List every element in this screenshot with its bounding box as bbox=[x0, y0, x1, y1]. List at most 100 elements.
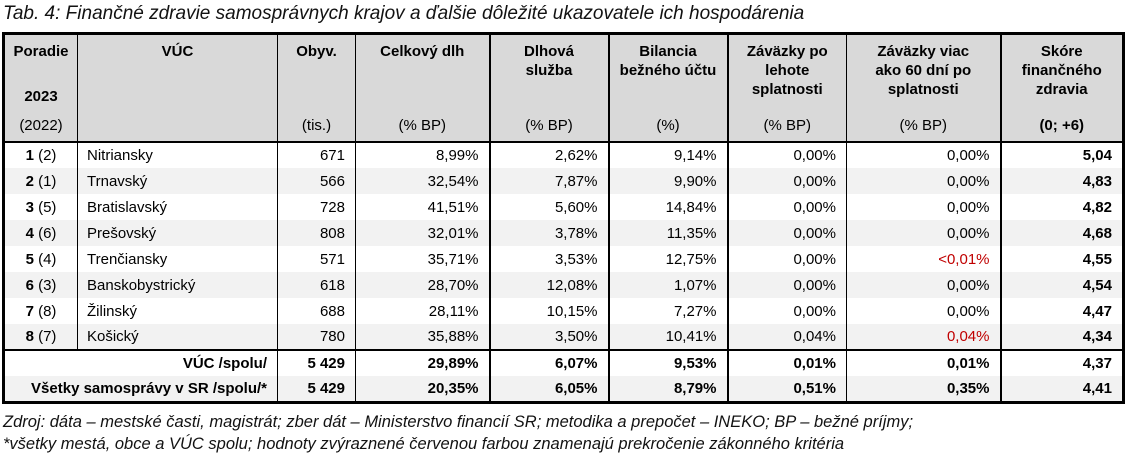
summary-celkovy-dlh: 20,35% bbox=[355, 376, 490, 402]
cell-bilancia: 1,07% bbox=[607, 272, 728, 298]
source-note-line2: *všetky mestá, obce a VÚC spolu; hodnoty… bbox=[3, 434, 845, 453]
cell-dlhova-sluzba: 5,60% bbox=[488, 194, 609, 220]
cell-bilancia: 11,35% bbox=[607, 220, 728, 246]
source-note: Zdroj: dáta – mestské časti, magistrát; … bbox=[2, 404, 1128, 455]
cell-dlhova-sluzba: 2,62% bbox=[488, 142, 609, 168]
summary-label: VÚC /spolu/ bbox=[3, 349, 278, 376]
cell-zavazky-60-dni: 0,00% bbox=[846, 168, 1001, 194]
header-label-obyvatelia: Obyv. bbox=[296, 43, 337, 60]
header-label-skore: Skóre finančného zdravia bbox=[1021, 43, 1102, 98]
summary-dlhova-sluzba: 6,05% bbox=[488, 376, 609, 402]
header-cell-poradie: Poradie 2023 (2022) bbox=[3, 33, 78, 143]
cell-celkovy-dlh: 8,99% bbox=[355, 142, 490, 168]
cell-poradie: 6 (3) bbox=[3, 272, 78, 298]
summary-bilancia: 8,79% bbox=[607, 376, 728, 402]
table-row: 8 (7) Košický 780 35,88% 3,50% 10,41% 0,04% 0,0… bbox=[3, 324, 1124, 350]
cell-zavazky-po-lehote: 0,00% bbox=[726, 142, 847, 168]
header-label-zavazky-60-dni: Záväzky viac ako 60 dní po splatnosti bbox=[875, 43, 972, 98]
cell-vuc: Prešovský bbox=[77, 220, 278, 246]
header-label-poradie: Poradie bbox=[13, 43, 69, 60]
cell-vuc: Trenčiansky bbox=[77, 246, 278, 272]
cell-poradie: 4 (6) bbox=[3, 220, 78, 246]
summary-label: Všetky samosprávy v SR /spolu/* bbox=[3, 376, 278, 402]
summary-bilancia: 9,53% bbox=[607, 349, 728, 376]
header-cell-obyvatelia: Obyv. (tis.) bbox=[277, 33, 356, 143]
cell-celkovy-dlh: 35,71% bbox=[355, 246, 490, 272]
header-unit-celkovy-dlh: (% BP) bbox=[398, 117, 446, 134]
cell-skore: 4,55 bbox=[999, 246, 1124, 272]
table-row: 6 (3) Banskobystrický 618 28,70% 12,08% 1,07%… bbox=[3, 272, 1124, 298]
header-unit-bilancia: (%) bbox=[656, 117, 680, 134]
cell-zavazky-60-dni: <0,01% bbox=[846, 246, 1001, 272]
header-unit-skore: (0; +6) bbox=[1039, 117, 1085, 134]
header-unit-dlhova-sluzba: (% BP) bbox=[525, 117, 573, 134]
cell-skore: 4,47 bbox=[999, 298, 1124, 324]
summary-zavazky-po-lehote: 0,01% bbox=[726, 349, 847, 376]
summary-skore: 4,41 bbox=[999, 376, 1124, 402]
summary-skore: 4,37 bbox=[999, 349, 1124, 376]
cell-obyvatelia: 688 bbox=[277, 298, 356, 324]
cell-vuc: Bratislavský bbox=[77, 194, 278, 220]
cell-zavazky-po-lehote: 0,00% bbox=[726, 220, 847, 246]
cell-dlhova-sluzba: 12,08% bbox=[488, 272, 609, 298]
cell-zavazky-po-lehote: 0,00% bbox=[726, 298, 847, 324]
header-cell-bilancia: Bilancia bežného účtu (%) bbox=[607, 33, 728, 143]
cell-poradie: 7 (8) bbox=[3, 298, 78, 324]
cell-zavazky-po-lehote: 0,04% bbox=[726, 324, 847, 350]
table-row: 3 (5) Bratislavský 728 41,51% 5,60% 14,84% 0,0… bbox=[3, 194, 1124, 220]
header-label-celkovy-dlh: Celkový dlh bbox=[380, 43, 465, 60]
cell-bilancia: 10,41% bbox=[607, 324, 728, 350]
cell-bilancia: 9,14% bbox=[607, 142, 728, 168]
cell-vuc: Banskobystrický bbox=[77, 272, 278, 298]
cell-zavazky-60-dni: 0,00% bbox=[846, 298, 1001, 324]
financial-health-table: Poradie 2023 (2022) VÚC Obyv. (tis.) Celkový d… bbox=[2, 32, 1125, 404]
cell-obyvatelia: 618 bbox=[277, 272, 356, 298]
cell-vuc: Nitriansky bbox=[77, 142, 278, 168]
header-unit-zavazky-po-lehote: (% BP) bbox=[763, 117, 811, 134]
header-cell-celkovy-dlh: Celkový dlh (% BP) bbox=[355, 33, 490, 143]
cell-skore: 4,68 bbox=[999, 220, 1124, 246]
header-cell-zavazky-po-lehote: Záväzky po lehote splatnosti (% BP) bbox=[726, 33, 847, 143]
cell-zavazky-po-lehote: 0,00% bbox=[726, 272, 847, 298]
table-body: 1 (2) Nitriansky 671 8,99% 2,62% 9,14% 0,00% 0,… bbox=[3, 142, 1124, 402]
cell-zavazky-po-lehote: 0,00% bbox=[726, 246, 847, 272]
header-label-dlhova-sluzba: Dlhová služba bbox=[523, 43, 574, 79]
header-row: Poradie 2023 (2022) VÚC Obyv. (tis.) Celkový d… bbox=[3, 33, 1124, 143]
cell-zavazky-po-lehote: 0,00% bbox=[726, 194, 847, 220]
header-unit-obyvatelia: (tis.) bbox=[301, 117, 332, 134]
cell-dlhova-sluzba: 10,15% bbox=[488, 298, 609, 324]
cell-dlhova-sluzba: 3,53% bbox=[488, 246, 609, 272]
cell-zavazky-60-dni: 0,04% bbox=[846, 324, 1001, 350]
cell-zavazky-60-dni: 0,00% bbox=[846, 272, 1001, 298]
cell-poradie: 2 (1) bbox=[3, 168, 78, 194]
summary-row: Všetky samosprávy v SR /spolu/* 5 429 20,3… bbox=[3, 376, 1124, 402]
cell-zavazky-60-dni: 0,00% bbox=[846, 220, 1001, 246]
cell-celkovy-dlh: 32,01% bbox=[355, 220, 490, 246]
cell-celkovy-dlh: 28,70% bbox=[355, 272, 490, 298]
header-label-zavazky-po-lehote: Záväzky po lehote splatnosti bbox=[746, 43, 828, 98]
table-row: 5 (4) Trenčiansky 571 35,71% 3,53% 12,75% 0,00… bbox=[3, 246, 1124, 272]
cell-celkovy-dlh: 32,54% bbox=[355, 168, 490, 194]
header-unit-zavazky-60-dni: (% BP) bbox=[899, 117, 947, 134]
header-unit-poradie: 2023 (2022) bbox=[19, 88, 63, 134]
table-row: 2 (1) Trnavský 566 32,54% 7,87% 9,90% 0,00% 0,0… bbox=[3, 168, 1124, 194]
cell-bilancia: 7,27% bbox=[607, 298, 728, 324]
cell-poradie: 1 (2) bbox=[3, 142, 78, 168]
summary-zavazky-60-dni: 0,35% bbox=[846, 376, 1001, 402]
summary-dlhova-sluzba: 6,07% bbox=[488, 349, 609, 376]
cell-dlhova-sluzba: 3,50% bbox=[488, 324, 609, 350]
header-cell-dlhova-sluzba: Dlhová služba (% BP) bbox=[488, 33, 609, 143]
cell-celkovy-dlh: 28,11% bbox=[355, 298, 490, 324]
cell-vuc: Košický bbox=[77, 324, 278, 350]
cell-bilancia: 12,75% bbox=[607, 246, 728, 272]
summary-celkovy-dlh: 29,89% bbox=[355, 349, 490, 376]
table-caption: Tab. 4: Finančné zdravie samosprávnych k… bbox=[3, 3, 805, 24]
summary-zavazky-60-dni: 0,01% bbox=[846, 349, 1001, 376]
table-row: 1 (2) Nitriansky 671 8,99% 2,62% 9,14% 0,00% 0,… bbox=[3, 142, 1124, 168]
cell-celkovy-dlh: 41,51% bbox=[355, 194, 490, 220]
cell-obyvatelia: 671 bbox=[277, 142, 356, 168]
cell-skore: 4,54 bbox=[999, 272, 1124, 298]
summary-zavazky-po-lehote: 0,51% bbox=[726, 376, 847, 402]
header-cell-vuc: VÚC bbox=[77, 33, 278, 143]
